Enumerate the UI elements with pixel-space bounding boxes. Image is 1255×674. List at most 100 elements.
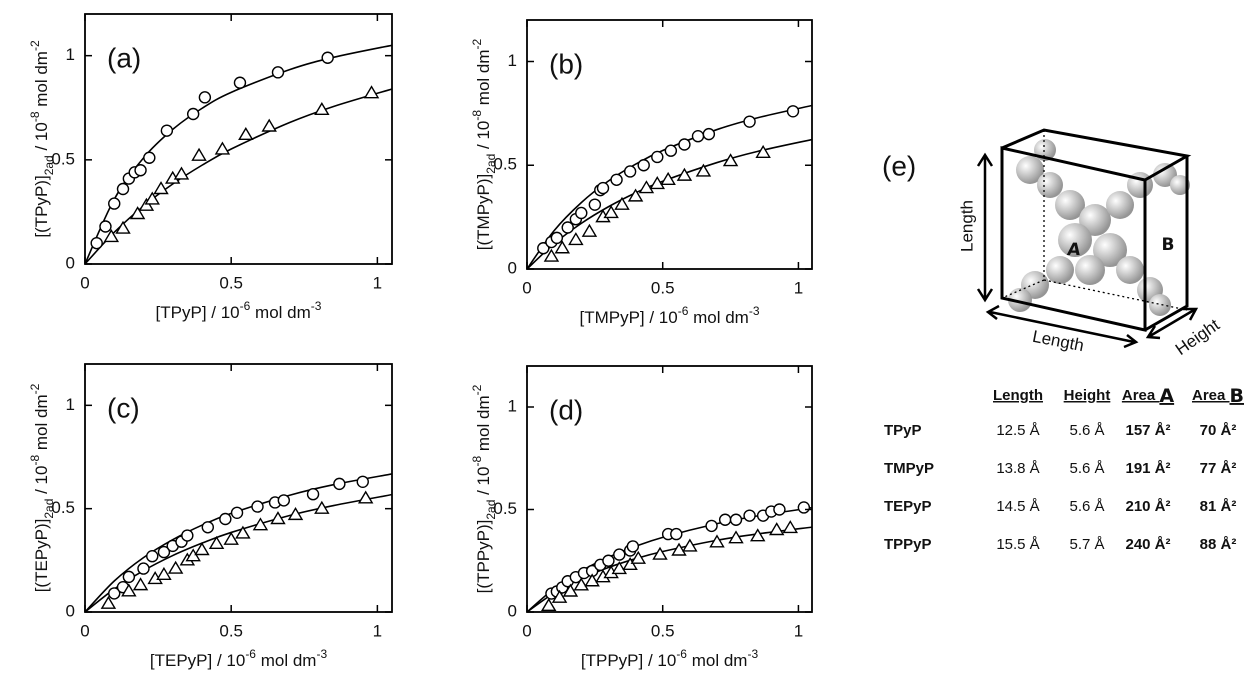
row-name: TPyP: [884, 422, 922, 439]
y-tick-label: 0: [66, 253, 75, 272]
circle-point: [181, 529, 194, 542]
row-name: TPPyP: [884, 536, 932, 553]
label-part: -2: [470, 38, 484, 49]
cell: 15.5 Å: [996, 536, 1039, 553]
triangle-point: [238, 126, 254, 141]
cell: 191 Å²: [1125, 460, 1170, 477]
label-part: -2: [28, 383, 42, 394]
circle-point: [575, 206, 588, 220]
label-part: [TPPyP] / 10: [581, 651, 676, 670]
header-face: B: [1230, 385, 1244, 407]
fit-line: [527, 138, 812, 269]
y-axis-label: [(TEPyP)]2ad / 10-8 mol dm-2: [28, 383, 56, 592]
label-part: [TMPyP] / 10: [579, 308, 677, 327]
circle-point: [108, 587, 121, 600]
x-tick-label: 0: [522, 278, 531, 297]
cell: 5.6 Å: [1069, 460, 1104, 477]
circle-point: [743, 509, 756, 522]
label-part: -8: [28, 111, 42, 122]
circle-point: [333, 477, 346, 491]
label-part: mol dm: [474, 49, 493, 109]
cell: 12.5 Å: [996, 422, 1039, 439]
y-tick-label: 0.5: [51, 498, 75, 517]
plot-frame: [526, 19, 813, 270]
panel-label: (d): [549, 394, 583, 425]
label-part: -3: [749, 304, 760, 318]
triangle-point: [235, 525, 251, 539]
label-part: [(TPPyP)]: [474, 520, 493, 594]
triangle-point: [132, 577, 149, 591]
x-tick-label: 0: [80, 273, 89, 292]
triangle-point: [782, 520, 799, 534]
cell: 240 Å²: [1125, 536, 1170, 553]
face-label: A: [1066, 240, 1083, 260]
cell: 70 Å²: [1200, 422, 1237, 439]
cell: 157 Å²: [1125, 422, 1170, 439]
circle-point: [596, 181, 610, 195]
circle-point: [160, 124, 174, 137]
circle-point: [271, 66, 285, 79]
plot-frame: [84, 13, 393, 265]
triangle-point: [191, 147, 207, 161]
x-tick-label: 1: [794, 621, 803, 640]
x-tick-label: 0.5: [219, 273, 243, 292]
panel-chart: 0 0.5 100.51 (c)[TEPyP] / 10-6 mol dm-3[(TE…: [28, 363, 393, 670]
header-text: Area: [1122, 387, 1160, 404]
circle-point: [230, 506, 244, 519]
circle-point: [137, 562, 150, 575]
circle-point: [251, 500, 264, 513]
triangle-point: [173, 166, 190, 180]
circle-point: [718, 513, 732, 526]
column-header: Area A: [1122, 385, 1175, 407]
label-part: [(TEPyP)]: [32, 519, 51, 593]
column-header: Length: [993, 387, 1043, 404]
circle-point: [108, 197, 121, 210]
plot-frame: [84, 363, 393, 613]
x-axis-label: [TMPyP] / 10-6 mol dm-3: [579, 304, 759, 327]
triangle-point: [208, 535, 225, 549]
column-header: Area B: [1192, 385, 1244, 407]
circle-point: [729, 513, 743, 526]
dimension-label: Length: [957, 200, 976, 252]
circle-point: [90, 236, 103, 250]
label-part: [TPyP] / 10: [156, 303, 240, 322]
label-part: -2: [28, 40, 42, 51]
y-tick-label: 0: [508, 258, 517, 277]
cell: 13.8 Å: [996, 460, 1039, 477]
header-face: A: [1159, 385, 1174, 407]
circle-point: [143, 151, 156, 164]
triangle-point: [630, 550, 647, 564]
triangle-point: [749, 528, 766, 542]
cell: 210 Å²: [1125, 498, 1170, 515]
label-part: mol dm: [687, 651, 747, 670]
triangle-point: [722, 153, 739, 167]
triangle-point: [568, 232, 584, 246]
panel-label: (b): [549, 48, 583, 79]
label-part: 2ad: [484, 500, 498, 520]
label-part: [TEPyP] / 10: [150, 651, 245, 670]
triangle-point: [695, 163, 712, 177]
x-tick-label: 1: [373, 273, 382, 292]
label-part: -8: [470, 110, 484, 121]
label-part: 2ad: [42, 155, 56, 175]
y-axis-label: [(TPPyP)]2ad / 10-8 mol dm-2: [470, 384, 498, 593]
triangle-point: [153, 181, 169, 195]
x-tick-label: 0.5: [651, 278, 675, 297]
x-tick-label: 1: [373, 621, 382, 640]
y-tick-label: 0.5: [51, 149, 75, 168]
label-part: -8: [28, 455, 42, 466]
x-axis-label: [TPPyP] / 10-6 mol dm-3: [581, 647, 759, 670]
panel-label: (a): [107, 42, 141, 73]
circle-point: [537, 242, 550, 255]
triangle-point: [603, 205, 619, 219]
triangle-point: [627, 188, 644, 202]
circle-point: [99, 220, 112, 233]
triangle-point: [287, 506, 304, 521]
circle-point: [588, 198, 602, 211]
header-text: Height: [1064, 387, 1111, 404]
x-tick-label: 1: [794, 278, 803, 297]
circle-point: [651, 150, 664, 164]
circle-point: [602, 554, 615, 567]
cell: 5.6 Å: [1069, 498, 1104, 515]
circle-point: [321, 51, 334, 64]
